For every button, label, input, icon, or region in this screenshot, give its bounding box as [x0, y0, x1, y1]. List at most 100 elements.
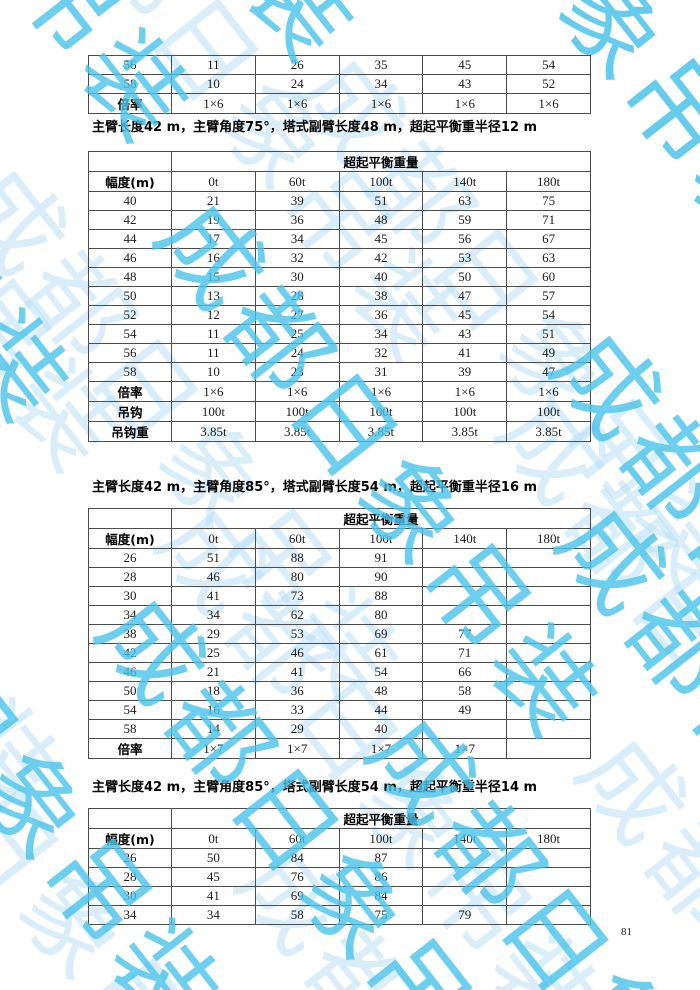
table-cell: 1×6	[338, 93, 424, 114]
table-cell: 35	[338, 55, 424, 75]
row-label: 54	[88, 324, 172, 344]
table-cell: 52	[506, 74, 591, 94]
table-cell: 34	[338, 324, 424, 344]
table-cell: 16	[171, 248, 256, 268]
column-header: 180t	[506, 828, 591, 849]
row-label: 30	[88, 886, 172, 906]
table-cell: 16	[171, 700, 256, 720]
table-cell: 40	[338, 267, 424, 287]
data-table: 超起平衡重量 幅度(m) 0t 60t 100t 140t 180t 40 21 39 51 63 75…	[88, 151, 591, 442]
column-header: 140t	[422, 528, 508, 549]
table-cell: 43	[422, 324, 508, 344]
table-cell: 24	[254, 343, 340, 363]
table-cell: 71	[506, 210, 591, 230]
span-column-header: 超起平衡重量	[171, 508, 591, 529]
table-cell: 21	[171, 662, 256, 682]
table-cell: 1×6	[171, 381, 256, 402]
row-label: 30	[88, 586, 172, 606]
row-label: 倍率	[88, 93, 172, 114]
row-label: 42	[88, 210, 172, 230]
table-cell: 45	[171, 867, 256, 887]
table-cell: 90	[338, 567, 424, 587]
table-cell	[506, 738, 591, 759]
table-cell: 34	[171, 905, 256, 925]
corner-cell	[88, 151, 172, 172]
table-cell: 84	[338, 886, 424, 906]
table-cell: 32	[254, 248, 340, 268]
table-cell	[506, 867, 591, 887]
table-cell: 36	[254, 681, 340, 701]
row-label: 46	[88, 248, 172, 268]
table-cell: 42	[338, 248, 424, 268]
column-header: 180t	[506, 528, 591, 549]
table-cell	[506, 905, 591, 925]
column-header: 60t	[254, 171, 340, 192]
table-cell: 79	[422, 905, 508, 925]
table-cell	[506, 886, 591, 906]
table-cell: 59	[422, 210, 508, 230]
table-row: 42 25 46 61 71	[88, 643, 591, 663]
row-label: 吊钩	[88, 401, 172, 422]
table-cell: 40	[338, 719, 424, 739]
table-cell: 91	[338, 548, 424, 568]
row-label: 倍率	[88, 738, 172, 759]
table-cell: 39	[422, 362, 508, 382]
table-cell: 1×7	[254, 738, 340, 759]
table-cell	[422, 848, 508, 868]
table-row: 42 19 36 48 59 71	[88, 210, 591, 230]
table-row: 倍率 1×6 1×6 1×6 1×6 1×6	[88, 381, 591, 402]
table-cell: 3.85t	[506, 421, 591, 442]
table-cell: 19	[171, 210, 256, 230]
table-cell: 47	[506, 362, 591, 382]
row-label: 50	[88, 286, 172, 306]
row-label: 28	[88, 567, 172, 587]
table-cell: 43	[422, 74, 508, 94]
row-label: 56	[88, 55, 172, 75]
table-cell	[506, 848, 591, 868]
table-row: 26 50 84 87	[88, 848, 591, 868]
table-cell: 71	[422, 643, 508, 663]
table-cell: 3.85t	[422, 421, 508, 442]
table-cell: 41	[422, 343, 508, 363]
column-header: 100t	[338, 171, 424, 192]
table-cell: 1×6	[254, 93, 340, 114]
table-cell: 34	[254, 229, 340, 249]
table-cell: 61	[338, 643, 424, 663]
table-cell	[506, 681, 591, 701]
table-row: 幅度(m) 0t 60t 100t 140t 180t	[88, 528, 591, 549]
table-row: 超起平衡重量	[88, 151, 591, 172]
column-header: 幅度(m)	[88, 528, 172, 549]
load-chart-table-3: 超起平衡重量 幅度(m) 0t 60t 100t 140t 180t 26 50 84 87 28 45…	[88, 808, 591, 925]
table-cell: 47	[422, 286, 508, 306]
table-cell	[506, 624, 591, 644]
table-cell: 100t	[338, 401, 424, 422]
table-cell: 100t	[171, 401, 256, 422]
row-label: 42	[88, 643, 172, 663]
table-cell: 80	[254, 567, 340, 587]
table-cell: 46	[254, 643, 340, 663]
table-cell: 29	[171, 624, 256, 644]
table-cell: 41	[171, 886, 256, 906]
table-cell	[506, 586, 591, 606]
table-cell: 28	[254, 286, 340, 306]
table-row: 50 13 28 38 47 57	[88, 286, 591, 306]
table-cell: 1×6	[422, 93, 508, 114]
column-header: 幅度(m)	[88, 828, 172, 849]
column-header: 140t	[422, 828, 508, 849]
row-label: 38	[88, 624, 172, 644]
table-row: 吊钩重 3.85t 3.85t 3.85t 3.85t 3.85t	[88, 421, 591, 442]
row-label: 58	[88, 74, 172, 94]
table-row: 38 29 53 69 77	[88, 624, 591, 644]
table-cell: 30	[254, 267, 340, 287]
row-label: 52	[88, 305, 172, 325]
table-cell: 1×7	[422, 738, 508, 759]
table-cell: 77	[422, 624, 508, 644]
page-number: 81	[621, 926, 632, 938]
span-column-header: 超起平衡重量	[171, 808, 591, 829]
table-row: 倍率 1×7 1×7 1×7 1×7	[88, 738, 591, 759]
table-cell: 48	[338, 681, 424, 701]
table-row: 34 34 62 80	[88, 605, 591, 625]
row-label: 44	[88, 229, 172, 249]
table-cell: 48	[338, 210, 424, 230]
